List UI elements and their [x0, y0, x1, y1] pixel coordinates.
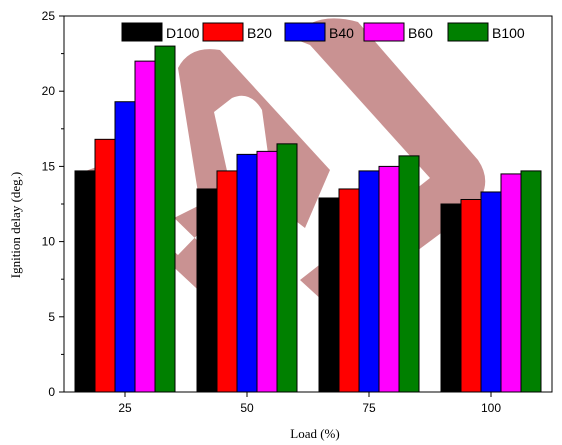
x-tick-label: 75 — [362, 401, 376, 415]
bar-b20-25 — [94, 138, 116, 393]
bar-d100-100 — [440, 203, 462, 393]
bar-b100-25 — [154, 45, 176, 393]
bar-b60-50 — [256, 150, 278, 393]
bar-b40-25 — [114, 101, 136, 393]
bar-b40-75 — [358, 170, 380, 393]
bar-b40-50 — [236, 153, 258, 393]
y-axis: 0 5 10 15 20 25 — [42, 9, 64, 399]
bar-d100-50 — [196, 188, 218, 393]
legend-swatch-d100 — [121, 22, 163, 42]
legend-swatch-b20 — [202, 22, 244, 42]
x-tick-label: 25 — [118, 401, 132, 415]
legend-label-b20: B20 — [247, 25, 272, 41]
legend-swatch-b100 — [447, 22, 489, 42]
bar-b100-75 — [398, 155, 420, 393]
bar-b60-75 — [378, 165, 400, 393]
x-tick-label: 50 — [240, 401, 254, 415]
y-tick-label: 5 — [48, 310, 55, 324]
legend-label-b60: B60 — [408, 25, 433, 41]
bar-b60-25 — [134, 60, 156, 393]
y-tick-label: 0 — [48, 385, 55, 399]
legend-label-b40: B40 — [329, 25, 354, 41]
y-tick-label: 25 — [42, 9, 56, 23]
legend-swatch-b60 — [363, 22, 405, 42]
x-axis-title: Load (%) — [290, 426, 339, 441]
y-axis-title: Ignition delay (deg.) — [8, 172, 23, 279]
bars-group — [74, 45, 542, 393]
x-tick-label: 100 — [481, 401, 501, 415]
bar-d100-25 — [74, 170, 96, 393]
legend-swatch-b40 — [284, 22, 326, 42]
y-tick-label: 10 — [42, 235, 56, 249]
bar-b40-100 — [480, 191, 502, 393]
y-tick-label: 15 — [42, 159, 56, 173]
bar-b100-50 — [276, 143, 298, 393]
bar-d100-75 — [318, 197, 340, 393]
bar-b60-100 — [500, 173, 522, 393]
bar-b20-50 — [216, 170, 238, 393]
legend-label-b100: B100 — [492, 25, 525, 41]
y-tick-label: 20 — [42, 84, 56, 98]
bar-b20-100 — [460, 198, 482, 393]
legend: D100 B20 B40 B60 B100 — [121, 22, 525, 42]
legend-label-d100: D100 — [166, 25, 200, 41]
x-axis: 25 50 75 100 — [118, 392, 501, 415]
bar-b100-100 — [520, 170, 542, 393]
bar-b20-75 — [338, 188, 360, 393]
